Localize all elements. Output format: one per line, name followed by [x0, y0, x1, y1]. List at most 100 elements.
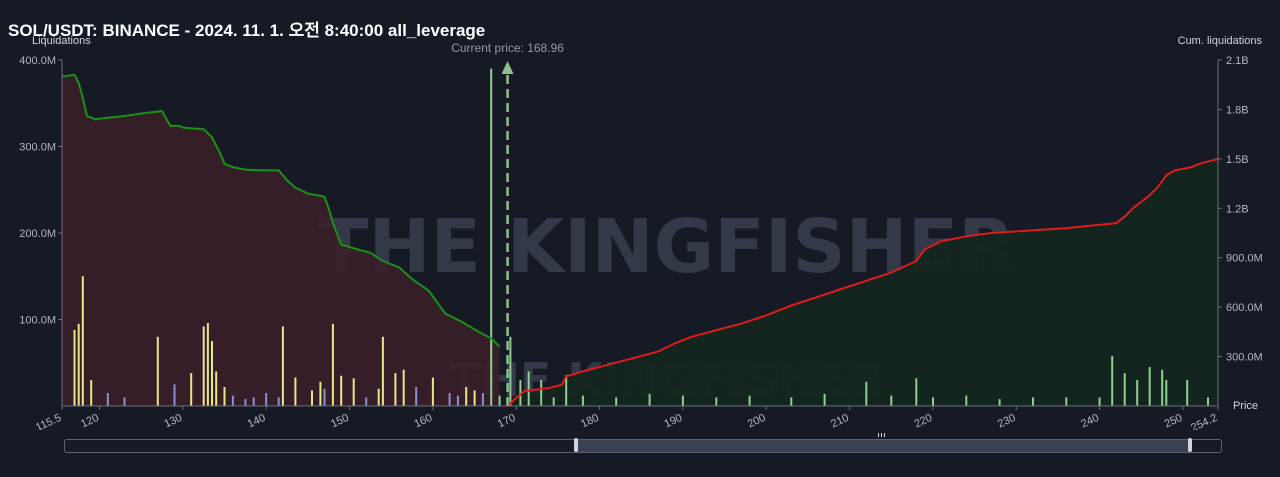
liquidation-bar [340, 375, 343, 406]
liquidation-bar [331, 323, 334, 406]
x-tick-label: 240 [1079, 412, 1101, 430]
y-right-tick-label: 1.8B [1226, 104, 1249, 116]
y-left-axis-label: Liquidations [32, 35, 91, 47]
x-tick-label: 210 [829, 412, 851, 430]
x-tick-label: 170 [496, 412, 518, 430]
liquidation-bar [473, 390, 476, 406]
y-right-tick-label: 600.0M [1226, 302, 1263, 314]
liquidation-bar [865, 381, 868, 406]
liquidation-bar [206, 323, 209, 406]
x-tick-label: 250 [1163, 412, 1185, 430]
liquidation-bar [648, 393, 651, 406]
liquidation-bar [394, 373, 397, 406]
y-right-axis-label: Cum. liquidations [1178, 35, 1263, 47]
zoom-navigator[interactable] [64, 438, 1222, 453]
x-tick-label: 230 [996, 412, 1018, 430]
liquidation-bar [890, 395, 893, 406]
liquidation-bar [681, 395, 684, 406]
y-right-tick-label: 300.0M [1226, 352, 1263, 364]
liquidation-bar [481, 393, 484, 406]
x-tick-label: 115.5 [34, 412, 63, 430]
navigator-grip-icon[interactable] [878, 433, 885, 437]
liquidation-bar [365, 397, 368, 406]
short-cum-area [62, 74, 500, 407]
y-left-tick-label: 200.0M [19, 228, 56, 240]
liquidation-bar [1186, 380, 1189, 406]
liquidation-bar [540, 380, 543, 406]
liquidation-bar [81, 276, 84, 407]
y-left-tick-label: 400.0M [19, 55, 56, 67]
liquidation-bar [915, 378, 918, 406]
long-cum-line [506, 157, 1219, 407]
liquidation-bar [381, 336, 384, 406]
liquidation-bar [1165, 380, 1168, 406]
liquidation-bar [1161, 369, 1164, 406]
liquidation-bar [402, 369, 405, 406]
liquidation-bar [352, 378, 355, 406]
x-tick-label: 140 [246, 412, 268, 430]
y-right-tick-label: 900.0M [1226, 253, 1263, 265]
liquidation-bar [565, 374, 568, 406]
liquidation-bar [252, 397, 255, 406]
liquidation-bar [73, 329, 76, 406]
liquidation-bar [509, 336, 512, 406]
x-tick-label: 130 [162, 412, 184, 430]
liquidation-bar [223, 387, 226, 406]
liquidation-bar [211, 341, 213, 406]
liquidation-bar [1136, 380, 1139, 406]
liquidation-bar [715, 397, 718, 406]
y-right-tick-label: 2.1B [1226, 55, 1249, 67]
x-axis-label: Price [1233, 400, 1258, 412]
liquidation-bar [490, 68, 493, 406]
x-tick-label: 180 [579, 412, 601, 430]
liquidation-bar [498, 395, 501, 406]
x-tick-label: 200 [746, 412, 768, 430]
liquidation-bar [319, 381, 322, 406]
liquidation-bar [123, 397, 126, 406]
liquidation-bar [1123, 373, 1126, 406]
navigator-window[interactable] [574, 438, 1192, 452]
liquidation-bar [1148, 367, 1151, 406]
liquidation-bar [77, 323, 80, 406]
liquidation-bar [377, 388, 380, 406]
y-left-tick-label: 300.0M [19, 142, 56, 154]
liquidation-bar [90, 380, 93, 406]
liquidation-bar [156, 336, 159, 406]
liquidation-bar [173, 384, 176, 406]
chart-title: SOL/USDT: BINANCE - 2024. 11. 1. 오전 8:40… [8, 21, 486, 40]
liquidation-bar [1098, 397, 1101, 406]
liquidation-bar [244, 399, 247, 406]
liquidation-bar [231, 395, 234, 406]
liquidation-bar [552, 397, 555, 406]
current-price-arrow-icon [501, 61, 514, 74]
liquidation-bar [281, 326, 284, 406]
liquidation-bar [202, 326, 205, 406]
liquidation-bar [748, 395, 751, 406]
liquidation-bar [106, 393, 109, 406]
x-tick-label: 254.2 [1189, 412, 1219, 430]
navigator-right-handle[interactable] [1188, 438, 1192, 452]
liquidation-bar [965, 395, 968, 406]
liquidation-bar [323, 388, 326, 406]
navigator-left-handle[interactable] [574, 438, 578, 452]
liquidation-bar [311, 390, 313, 406]
y-right-tick-label: 1.5B [1226, 154, 1249, 166]
y-left-tick-label: 100.0M [19, 315, 56, 327]
liquidation-chart: THE KINGFISHER.ioTHE KINGFISHER.ioCurren… [19, 35, 1263, 430]
liquidation-bar [294, 377, 297, 406]
liquidation-bar [615, 397, 618, 406]
liquidation-bar [790, 397, 793, 406]
liquidation-bar [527, 371, 530, 406]
liquidation-bar [215, 371, 218, 406]
liquidation-bar [1065, 397, 1068, 406]
liquidation-bar [265, 393, 268, 406]
liquidation-bar [415, 387, 418, 406]
liquidation-bar [465, 387, 468, 406]
liquidation-bar [448, 393, 451, 406]
x-tick-label: 120 [79, 412, 101, 430]
short-cum-line [61, 73, 501, 348]
liquidation-bar [1111, 355, 1114, 406]
liquidation-bar [277, 397, 280, 406]
liquidation-bar [190, 373, 193, 406]
liquidation-bar [932, 397, 934, 406]
